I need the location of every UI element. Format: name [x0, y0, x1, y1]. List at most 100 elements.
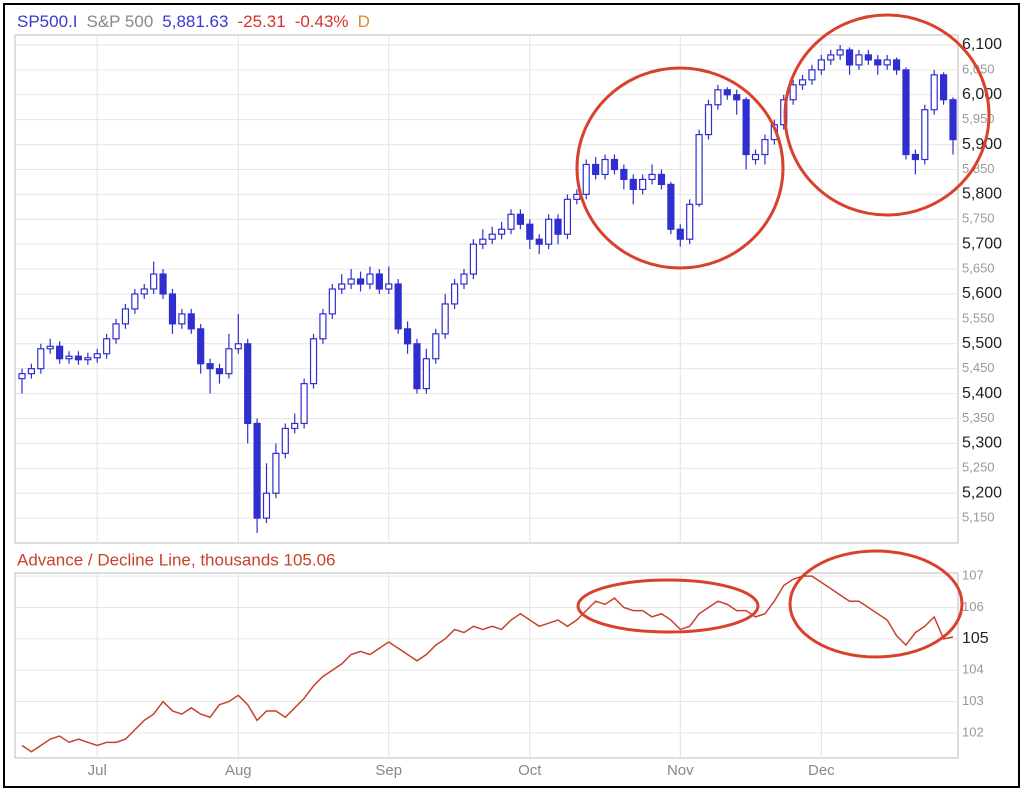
candle-body	[892, 59, 901, 71]
plot-frame	[14, 572, 959, 759]
y-tick-label: 106	[962, 599, 984, 614]
candle-body	[37, 348, 45, 370]
candle-body	[817, 59, 825, 71]
candle-body	[27, 368, 36, 375]
candle-body	[582, 163, 590, 195]
candle-body	[676, 228, 684, 240]
candle-body	[253, 422, 261, 519]
candle-body	[56, 345, 64, 360]
candle-body	[469, 243, 477, 275]
candle-body	[215, 368, 224, 375]
y-tick-label: 104	[962, 662, 984, 677]
candle-body	[84, 357, 92, 361]
candle-body	[347, 278, 355, 285]
outer-border	[3, 3, 1020, 788]
y-tick-label: 5,800	[962, 186, 1002, 203]
highlight-ellipse	[575, 66, 785, 270]
candle-body	[460, 273, 468, 285]
candle-body	[592, 163, 600, 176]
candle-body	[375, 273, 383, 290]
x-tick-label: Dec	[808, 762, 835, 779]
y-tick-label: 5,450	[962, 360, 995, 375]
candle-body	[197, 328, 205, 365]
candle-body	[498, 228, 506, 235]
candle-body	[394, 283, 402, 330]
candle-body	[291, 422, 299, 430]
candle-body	[319, 313, 327, 340]
candle-body	[733, 94, 741, 101]
y-tick-label: 5,650	[962, 261, 995, 276]
candle-body	[545, 218, 553, 245]
candle-body	[413, 343, 421, 390]
candle-body	[131, 293, 139, 310]
candle-body	[789, 84, 797, 101]
candle-body	[921, 109, 929, 161]
x-tick-label: Oct	[518, 762, 542, 779]
candle-body	[808, 69, 816, 81]
candle-body	[657, 173, 666, 186]
y-tick-label: 5,400	[962, 385, 1002, 402]
candle-body	[206, 363, 214, 370]
y-tick-label: 5,300	[962, 435, 1002, 452]
candle-body	[845, 49, 854, 66]
highlight-ellipse	[576, 578, 760, 634]
candle-body	[864, 54, 872, 61]
candle-body	[262, 492, 271, 519]
y-tick-label: 5,500	[962, 335, 1002, 352]
symbol: SP500.I	[17, 12, 78, 31]
candle-body	[450, 283, 459, 305]
y-tick-label: 5,150	[962, 510, 995, 525]
candle-body	[328, 288, 336, 315]
candle-body	[385, 283, 393, 290]
candle-body	[639, 178, 647, 190]
candle-body	[225, 348, 233, 375]
candle-body	[686, 203, 694, 240]
candle-body	[309, 338, 318, 385]
change: -25.31	[237, 12, 286, 31]
candle-body	[723, 89, 731, 96]
y-tick-label: 5,950	[962, 111, 995, 126]
candle-body	[46, 345, 54, 350]
candle-body	[911, 153, 919, 161]
candle-body	[939, 74, 948, 101]
y-tick-label: 5,200	[962, 484, 1002, 501]
panel-title: Advance / Decline Line, thousands 105.06	[17, 550, 336, 569]
ad-line	[21, 575, 954, 753]
change-pct: -0.43%	[294, 12, 349, 31]
candle-body	[554, 218, 562, 235]
interval: D	[357, 12, 370, 31]
candle-body	[610, 158, 619, 171]
x-tick-label: Nov	[667, 762, 694, 779]
candle-body	[695, 134, 703, 205]
candle-body	[507, 213, 515, 230]
candle-body	[112, 323, 120, 340]
candle-body	[338, 283, 346, 290]
candle-body	[516, 213, 525, 225]
highlight-ellipse	[788, 549, 964, 659]
candle-body	[356, 278, 365, 285]
candle-body	[403, 328, 412, 345]
candle-body	[234, 343, 242, 350]
candle-body	[836, 49, 844, 56]
candle-body	[159, 273, 167, 295]
candle-body	[827, 54, 835, 61]
highlight-ellipse	[783, 13, 991, 217]
candle-body	[479, 238, 487, 245]
candle-body	[121, 308, 130, 325]
quote-header: SP500.I S&P 500 5,881.63 -25.31 -0.43% D	[17, 12, 379, 32]
y-tick-label: 6,100	[962, 36, 1002, 53]
candle-body	[140, 288, 148, 295]
candle-body	[150, 273, 158, 290]
y-tick-label: 5,750	[962, 211, 995, 226]
candle-body	[601, 158, 609, 176]
candle-body	[667, 183, 675, 230]
candle-body	[93, 353, 101, 359]
candle-body	[704, 104, 713, 136]
plot-frame	[14, 34, 959, 544]
candle-body	[65, 355, 73, 360]
candle-body	[855, 54, 863, 66]
candle-body	[488, 233, 496, 240]
y-tick-label: 5,250	[962, 460, 995, 475]
x-tick-label: Jul	[88, 762, 107, 779]
